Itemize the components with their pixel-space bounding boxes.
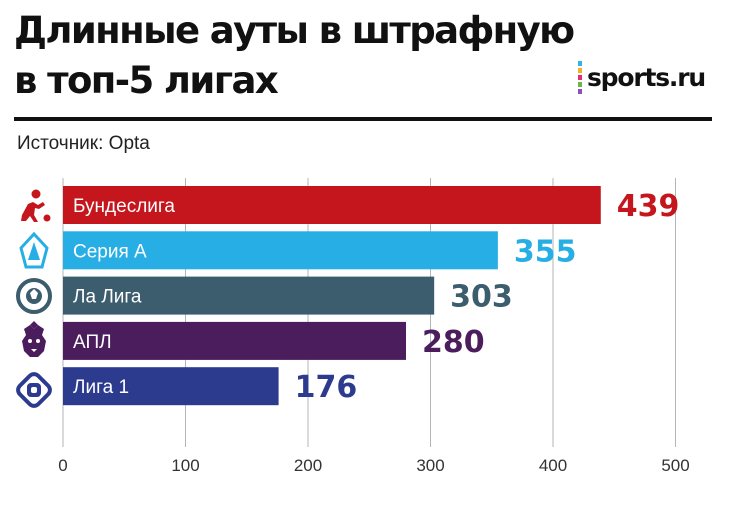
bar	[63, 231, 498, 270]
bar-value-label: 355	[514, 234, 577, 269]
brand-name: sports.ru	[587, 62, 706, 92]
bar	[63, 367, 279, 406]
bar	[63, 186, 601, 224]
bar-category-label: АПЛ	[73, 332, 112, 353]
serie-a-icon	[19, 231, 49, 269]
x-tick-label: 200	[294, 456, 322, 475]
source-note: Источник: Opta	[17, 133, 150, 154]
x-tick-label: 400	[539, 456, 567, 475]
bar-category-label: Ла Лига	[73, 287, 142, 308]
brand-dots-icon	[578, 61, 582, 94]
bar-value-label: 176	[295, 370, 358, 405]
title-line-2: в топ-5 лигах	[14, 59, 279, 102]
x-tick-label: 0	[58, 456, 67, 475]
chart-title: Длинные ауты в штрафную в топ-5 лигах	[14, 6, 575, 106]
x-tick-label: 100	[171, 456, 199, 475]
la-liga-icon	[16, 278, 52, 314]
bundesliga-icon	[17, 188, 51, 224]
bar-category-label: Бундеслига	[73, 196, 175, 217]
title-line-1: Длинные ауты в штрафную	[14, 9, 575, 52]
premier-league-icon	[22, 321, 46, 357]
bar-category-label: Серия А	[73, 241, 147, 262]
bars: Бундеслига 439 Серия А 355 Ла Лига 303 АПЛ 280 Л…	[63, 186, 680, 406]
x-tick-label: 300	[416, 456, 444, 475]
bar-category-label: Лига 1	[73, 377, 129, 398]
x-axis-ticks: 0 100 200 300 400 500	[58, 456, 689, 475]
brand-logo: sports.ru	[576, 60, 706, 94]
bar-value-label: 280	[422, 325, 485, 360]
bar	[63, 321, 406, 360]
ligue-1-icon	[16, 372, 52, 408]
bar-value-label: 439	[617, 189, 680, 224]
x-tick-label: 500	[661, 456, 689, 475]
bar	[63, 276, 435, 315]
bar-value-label: 303	[450, 280, 513, 315]
title-divider	[14, 117, 712, 121]
